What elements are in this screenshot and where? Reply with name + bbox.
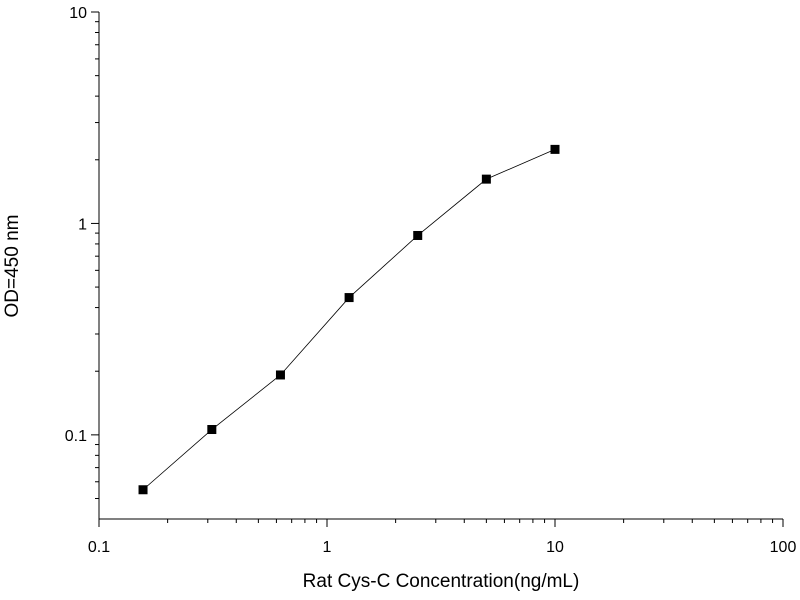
marker — [550, 144, 560, 154]
marker — [275, 370, 285, 380]
marker — [138, 485, 148, 495]
marker — [413, 230, 423, 240]
x-tick-label: 0.1 — [88, 539, 110, 556]
y-axis-label: OD=450 nm — [2, 215, 23, 318]
y-tick-label: 10 — [69, 5, 87, 22]
x-tick-label: 10 — [546, 539, 564, 556]
y-tick-label: 0.1 — [65, 428, 87, 445]
x-tick-label: 1 — [323, 539, 332, 556]
marker — [481, 174, 491, 184]
marker — [344, 293, 354, 303]
x-axis-label: Rat Cys-C Concentration(ng/mL) — [303, 571, 580, 592]
series-line — [142, 149, 556, 491]
y-tick-label: 1 — [78, 216, 87, 233]
marker — [207, 425, 217, 435]
x-tick-label: 100 — [770, 539, 797, 556]
